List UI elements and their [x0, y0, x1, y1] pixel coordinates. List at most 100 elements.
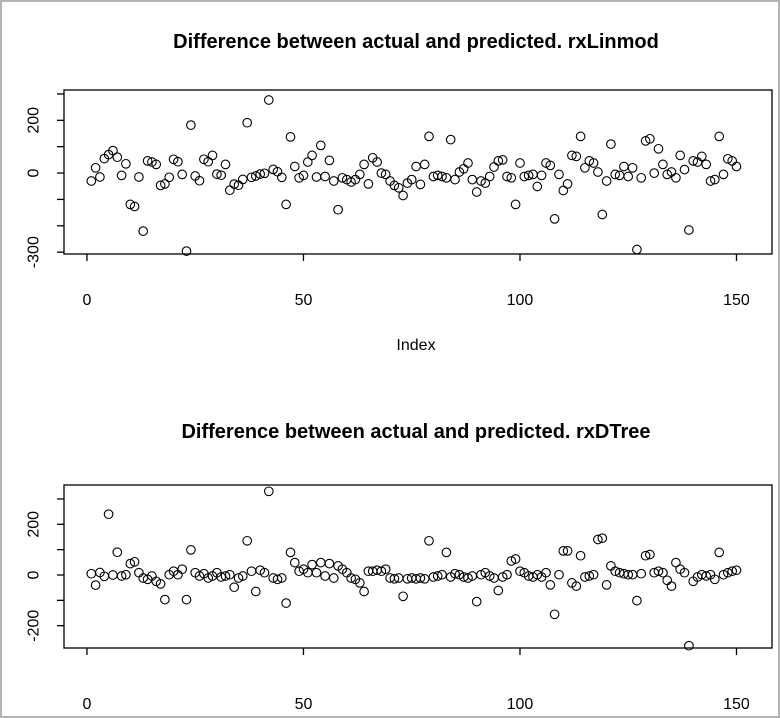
data-point-rxlinmod	[480, 178, 491, 188]
data-point-rxdtree	[307, 559, 317, 570]
data-point-rxlinmod	[671, 172, 681, 183]
x-tick-label-rxdtree: 0	[82, 696, 91, 713]
data-point-rxdtree	[186, 545, 196, 555]
data-point-rxlinmod	[220, 159, 231, 170]
data-point-rxdtree	[588, 569, 599, 580]
data-point-rxdtree	[346, 573, 356, 583]
data-point-rxdtree	[471, 596, 482, 607]
data-point-rxlinmod	[571, 151, 582, 162]
y-tick-label-rxdtree: -200	[26, 610, 43, 642]
data-point-rxlinmod	[359, 159, 369, 170]
data-point-rxlinmod	[315, 140, 326, 151]
data-point-rxlinmod	[324, 155, 335, 166]
data-point-rxdtree	[597, 533, 608, 544]
data-point-rxdtree	[272, 574, 283, 585]
data-point-rxdtree	[541, 567, 551, 578]
data-point-rxlinmod	[281, 199, 291, 210]
data-point-rxlinmod	[532, 181, 543, 192]
data-point-rxlinmod	[320, 171, 330, 182]
y-tick-label-rxdtree: 200	[26, 511, 43, 538]
data-point-rxdtree	[90, 580, 101, 590]
data-point-rxlinmod	[545, 160, 556, 171]
data-point-rxdtree	[376, 566, 387, 577]
data-point-rxlinmod	[493, 156, 504, 166]
data-point-rxdtree	[484, 571, 495, 581]
data-point-rxlinmod	[649, 168, 660, 178]
data-point-rxlinmod	[705, 176, 716, 186]
data-point-rxlinmod	[497, 155, 508, 165]
data-point-rxlinmod	[688, 156, 699, 166]
data-point-rxdtree	[125, 558, 136, 569]
data-point-rxdtree	[684, 640, 694, 651]
data-point-rxdtree	[276, 573, 287, 583]
data-point-rxlinmod	[424, 131, 434, 142]
data-point-rxlinmod	[467, 174, 478, 185]
data-point-rxdtree	[666, 581, 677, 591]
data-point-rxlinmod	[701, 159, 712, 170]
data-point-rxdtree	[645, 549, 655, 560]
data-point-rxdtree	[237, 571, 248, 581]
data-point-rxlinmod	[471, 187, 482, 197]
data-point-rxdtree	[389, 573, 400, 584]
data-point-rxdtree	[515, 566, 525, 577]
data-point-rxlinmod	[160, 179, 170, 189]
x-tick-label-rxdtree: 150	[723, 696, 750, 713]
data-point-rxdtree	[289, 557, 300, 568]
data-point-rxlinmod	[376, 168, 387, 178]
data-point-rxdtree	[155, 579, 166, 589]
data-point-rxlinmod	[121, 158, 131, 169]
data-point-rxdtree	[233, 573, 244, 583]
data-point-rxdtree	[558, 546, 569, 556]
data-point-rxdtree	[315, 557, 326, 568]
data-point-rxlinmod	[415, 179, 426, 190]
data-point-rxlinmod	[575, 131, 586, 142]
data-point-rxlinmod	[194, 175, 205, 186]
data-point-rxdtree	[584, 571, 595, 581]
data-point-rxlinmod	[151, 159, 162, 170]
data-point-rxdtree	[580, 572, 590, 582]
data-point-rxlinmod	[95, 172, 105, 182]
data-point-rxlinmod	[186, 120, 196, 130]
x-tick-label-rxlinmod: 150	[723, 292, 750, 309]
data-point-rxdtree	[601, 580, 612, 590]
data-point-rxlinmod	[484, 171, 495, 182]
data-point-rxlinmod	[536, 170, 547, 181]
data-point-rxlinmod	[562, 179, 573, 189]
data-point-rxdtree	[398, 591, 408, 602]
x-tick-label-rxdtree: 50	[295, 696, 313, 713]
plot1-x-axis-label: Index	[396, 337, 436, 354]
data-point-rxlinmod	[696, 151, 707, 162]
data-point-rxlinmod	[242, 117, 253, 128]
data-point-rxdtree	[571, 581, 582, 591]
data-point-rxdtree	[220, 571, 231, 581]
data-point-rxlinmod	[722, 153, 733, 164]
data-point-rxdtree	[242, 535, 253, 546]
data-point-rxlinmod	[363, 179, 374, 189]
data-point-rxlinmod	[519, 171, 530, 182]
data-point-rxlinmod	[510, 199, 521, 210]
data-point-rxlinmod	[289, 161, 300, 172]
data-point-rxlinmod	[138, 226, 149, 236]
data-point-rxlinmod	[619, 161, 629, 172]
data-point-rxlinmod	[337, 172, 348, 183]
plot-box-rxlinmod	[63, 89, 773, 255]
data-point-rxlinmod	[411, 161, 421, 172]
data-point-rxlinmod	[398, 190, 408, 201]
data-point-rxlinmod	[302, 157, 313, 167]
data-point-rxlinmod	[567, 150, 577, 161]
data-point-rxlinmod	[333, 204, 343, 215]
data-point-rxdtree	[203, 573, 214, 583]
data-point-rxlinmod	[554, 169, 564, 180]
data-point-rxlinmod	[636, 172, 647, 183]
data-point-rxdtree	[432, 571, 443, 581]
data-point-rxdtree	[671, 557, 681, 568]
data-point-rxlinmod	[108, 145, 118, 156]
data-point-rxdtree	[328, 573, 339, 583]
data-point-rxlinmod	[142, 156, 153, 166]
data-point-rxlinmod	[212, 169, 222, 179]
data-point-rxlinmod	[177, 169, 188, 180]
data-point-rxdtree	[229, 582, 240, 593]
plot2-title: Difference between actual and predicted.…	[181, 421, 651, 443]
